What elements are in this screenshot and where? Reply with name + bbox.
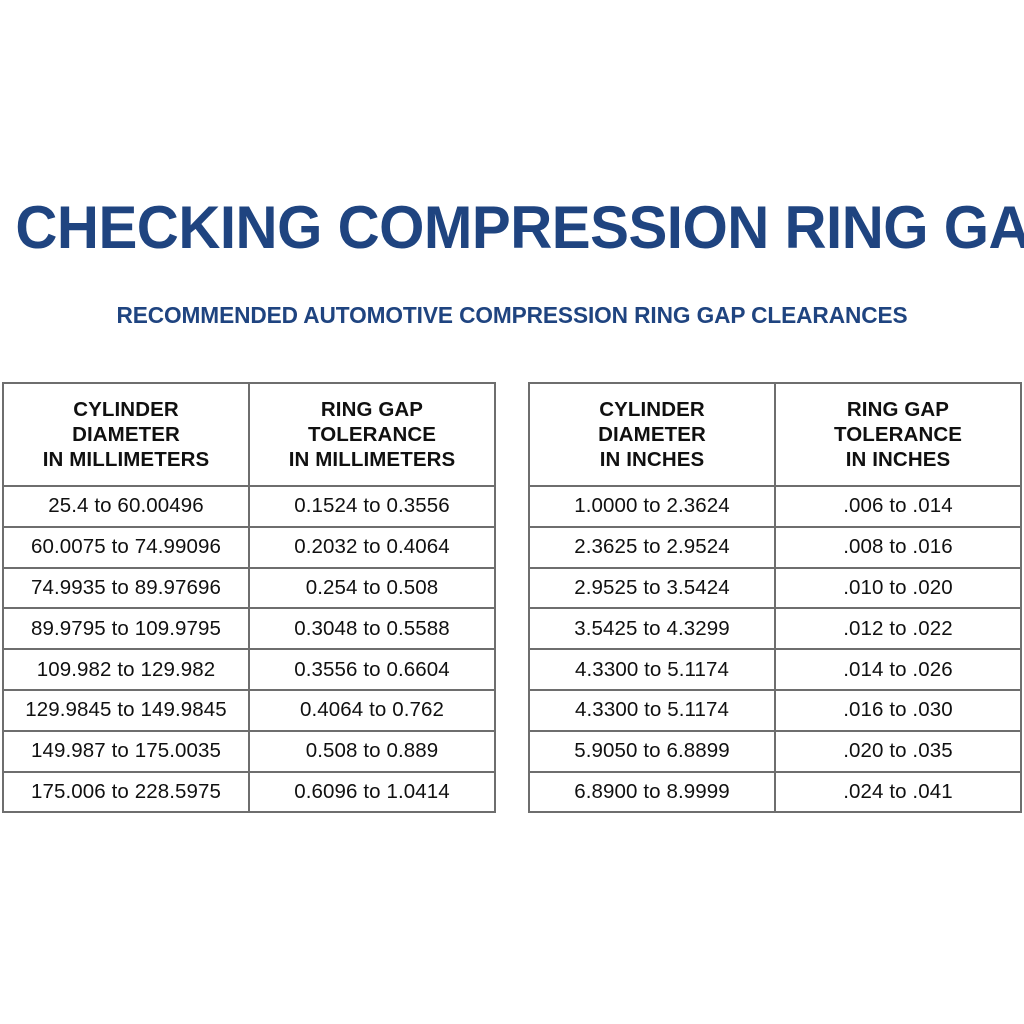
cell-diameter: 6.8900 to 8.9999 (528, 770, 776, 814)
header-line-2: DIAMETER (72, 423, 180, 446)
table-row: 60.0075 to 74.99096 0.2032 to 0.4064 (2, 525, 496, 569)
cell-tolerance: .024 to .041 (774, 770, 1022, 814)
cell-diameter: 74.9935 to 89.97696 (2, 566, 250, 610)
cell-tolerance: 0.2032 to 0.4064 (248, 525, 496, 569)
header-line-1: CYLINDER (599, 398, 705, 421)
cell-diameter: 149.987 to 175.0035 (2, 729, 250, 773)
table-row: 109.982 to 129.982 0.3556 to 0.6604 (2, 648, 496, 691)
cell-diameter: 4.3300 to 5.1174 (528, 648, 776, 691)
metric-table-container: CYLINDER DIAMETER IN MILLIMETERS RING GA… (2, 382, 496, 814)
cell-tolerance: 0.3556 to 0.6604 (248, 648, 496, 691)
table-row: 25.4 to 60.00496 0.1524 to 0.3556 (2, 485, 496, 528)
header-ring-gap-tolerance-mm: RING GAP TOLERANCE IN MILLIMETERS (248, 382, 496, 487)
table-row: 5.9050 to 6.8899 .020 to .035 (528, 729, 1022, 773)
cell-diameter: 2.3625 to 2.9524 (528, 525, 776, 569)
header-line-3: IN INCHES (845, 448, 951, 471)
cell-tolerance: .008 to .016 (774, 525, 1022, 569)
header-line-2: TOLERANCE (307, 423, 437, 446)
table-row: 149.987 to 175.0035 0.508 to 0.889 (2, 729, 496, 773)
page-title: CHECKING COMPRESSION RING GAPS (15, 194, 1024, 261)
header-line-1: RING GAP (846, 398, 950, 421)
cell-tolerance: .016 to .030 (774, 688, 1022, 732)
header-cylinder-diameter-mm: CYLINDER DIAMETER IN MILLIMETERS (2, 382, 250, 487)
table-row: 129.9845 to 149.9845 0.4064 to 0.762 (2, 688, 496, 732)
header-line-2: TOLERANCE (833, 423, 963, 446)
table-row: 2.9525 to 3.5424 .010 to .020 (528, 566, 1022, 610)
table-row: 74.9935 to 89.97696 0.254 to 0.508 (2, 566, 496, 610)
header-line-1: RING GAP (320, 398, 424, 421)
cell-tolerance: 0.4064 to 0.762 (248, 688, 496, 732)
header-line-3: IN MILLIMETERS (288, 448, 456, 471)
cell-tolerance: .020 to .035 (774, 729, 1022, 773)
imperial-table-body: 1.0000 to 2.3624 .006 to .014 2.3625 to … (528, 485, 1022, 814)
metric-table: CYLINDER DIAMETER IN MILLIMETERS RING GA… (2, 382, 496, 814)
metric-table-body: 25.4 to 60.00496 0.1524 to 0.3556 60.007… (2, 485, 496, 814)
header-cylinder-diameter-in: CYLINDER DIAMETER IN INCHES (528, 382, 776, 487)
table-row: 89.9795 to 109.9795 0.3048 to 0.5588 (2, 607, 496, 651)
table-row: 4.3300 to 5.1174 .014 to .026 (528, 648, 1022, 691)
imperial-table: CYLINDER DIAMETER IN INCHES RING GAP TOL… (528, 382, 1022, 814)
cell-diameter: 4.3300 to 5.1174 (528, 688, 776, 732)
cell-tolerance: 0.1524 to 0.3556 (248, 485, 496, 528)
table-header-row: CYLINDER DIAMETER IN MILLIMETERS RING GA… (2, 382, 496, 487)
cell-tolerance: .012 to .022 (774, 607, 1022, 651)
cell-diameter: 2.9525 to 3.5424 (528, 566, 776, 610)
cell-diameter: 129.9845 to 149.9845 (2, 688, 250, 732)
imperial-table-head: CYLINDER DIAMETER IN INCHES RING GAP TOL… (528, 382, 1022, 487)
cell-tolerance: .014 to .026 (774, 648, 1022, 691)
cell-tolerance: .006 to .014 (774, 485, 1022, 528)
cell-tolerance: 0.254 to 0.508 (248, 566, 496, 610)
cell-tolerance: 0.3048 to 0.5588 (248, 607, 496, 651)
table-row: 4.3300 to 5.1174 .016 to .030 (528, 688, 1022, 732)
cell-tolerance: 0.6096 to 1.0414 (248, 770, 496, 814)
imperial-table-container: CYLINDER DIAMETER IN INCHES RING GAP TOL… (528, 382, 1022, 814)
cell-diameter: 109.982 to 129.982 (2, 648, 250, 691)
header-line-1: CYLINDER (73, 398, 179, 421)
header-line-3: IN INCHES (599, 448, 705, 471)
title-block: CHECKING COMPRESSION RING GAPS RECOMMEND… (0, 194, 1024, 329)
cell-diameter: 60.0075 to 74.99096 (2, 525, 250, 569)
cell-tolerance: 0.508 to 0.889 (248, 729, 496, 773)
header-line-2: DIAMETER (598, 423, 706, 446)
cell-diameter: 89.9795 to 109.9795 (2, 607, 250, 651)
header-ring-gap-tolerance-in: RING GAP TOLERANCE IN INCHES (774, 382, 1022, 487)
cell-diameter: 3.5425 to 4.3299 (528, 607, 776, 651)
table-header-row: CYLINDER DIAMETER IN INCHES RING GAP TOL… (528, 382, 1022, 487)
table-row: 175.006 to 228.5975 0.6096 to 1.0414 (2, 770, 496, 814)
table-row: 2.3625 to 2.9524 .008 to .016 (528, 525, 1022, 569)
table-row: 6.8900 to 8.9999 .024 to .041 (528, 770, 1022, 814)
table-row: 3.5425 to 4.3299 .012 to .022 (528, 607, 1022, 651)
table-row: 1.0000 to 2.3624 .006 to .014 (528, 485, 1022, 528)
cell-diameter: 1.0000 to 2.3624 (528, 485, 776, 528)
cell-diameter: 5.9050 to 6.8899 (528, 729, 776, 773)
cell-diameter: 25.4 to 60.00496 (2, 485, 250, 528)
cell-tolerance: .010 to .020 (774, 566, 1022, 610)
metric-table-head: CYLINDER DIAMETER IN MILLIMETERS RING GA… (2, 382, 496, 487)
cell-diameter: 175.006 to 228.5975 (2, 770, 250, 814)
header-line-3: IN MILLIMETERS (42, 448, 210, 471)
page-subtitle: RECOMMENDED AUTOMOTIVE COMPRESSION RING … (116, 302, 908, 328)
